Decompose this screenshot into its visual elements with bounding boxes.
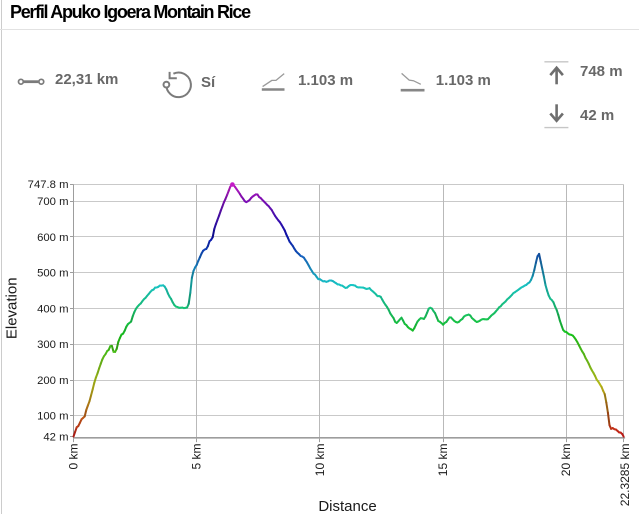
svg-text:10 km: 10 km: [313, 444, 327, 477]
svg-text:500 m: 500 m: [37, 268, 68, 280]
svg-text:600 m: 600 m: [37, 232, 68, 244]
svg-text:400 m: 400 m: [37, 303, 68, 315]
svg-text:700 m: 700 m: [37, 196, 68, 208]
svg-text:Distance: Distance: [318, 498, 376, 514]
svg-text:15 km: 15 km: [436, 444, 450, 477]
svg-text:42 m: 42 m: [43, 432, 68, 444]
svg-text:0 km: 0 km: [67, 444, 81, 470]
svg-text:200 m: 200 m: [37, 375, 68, 387]
svg-text:100 m: 100 m: [37, 411, 68, 423]
svg-text:Elevation: Elevation: [3, 277, 20, 339]
svg-text:5 km: 5 km: [190, 444, 204, 470]
svg-text:747.8 m: 747.8 m: [28, 179, 69, 191]
svg-text:300 m: 300 m: [37, 339, 68, 351]
svg-text:22.3285 km: 22.3285 km: [618, 444, 632, 507]
svg-text:20 km: 20 km: [559, 444, 573, 477]
